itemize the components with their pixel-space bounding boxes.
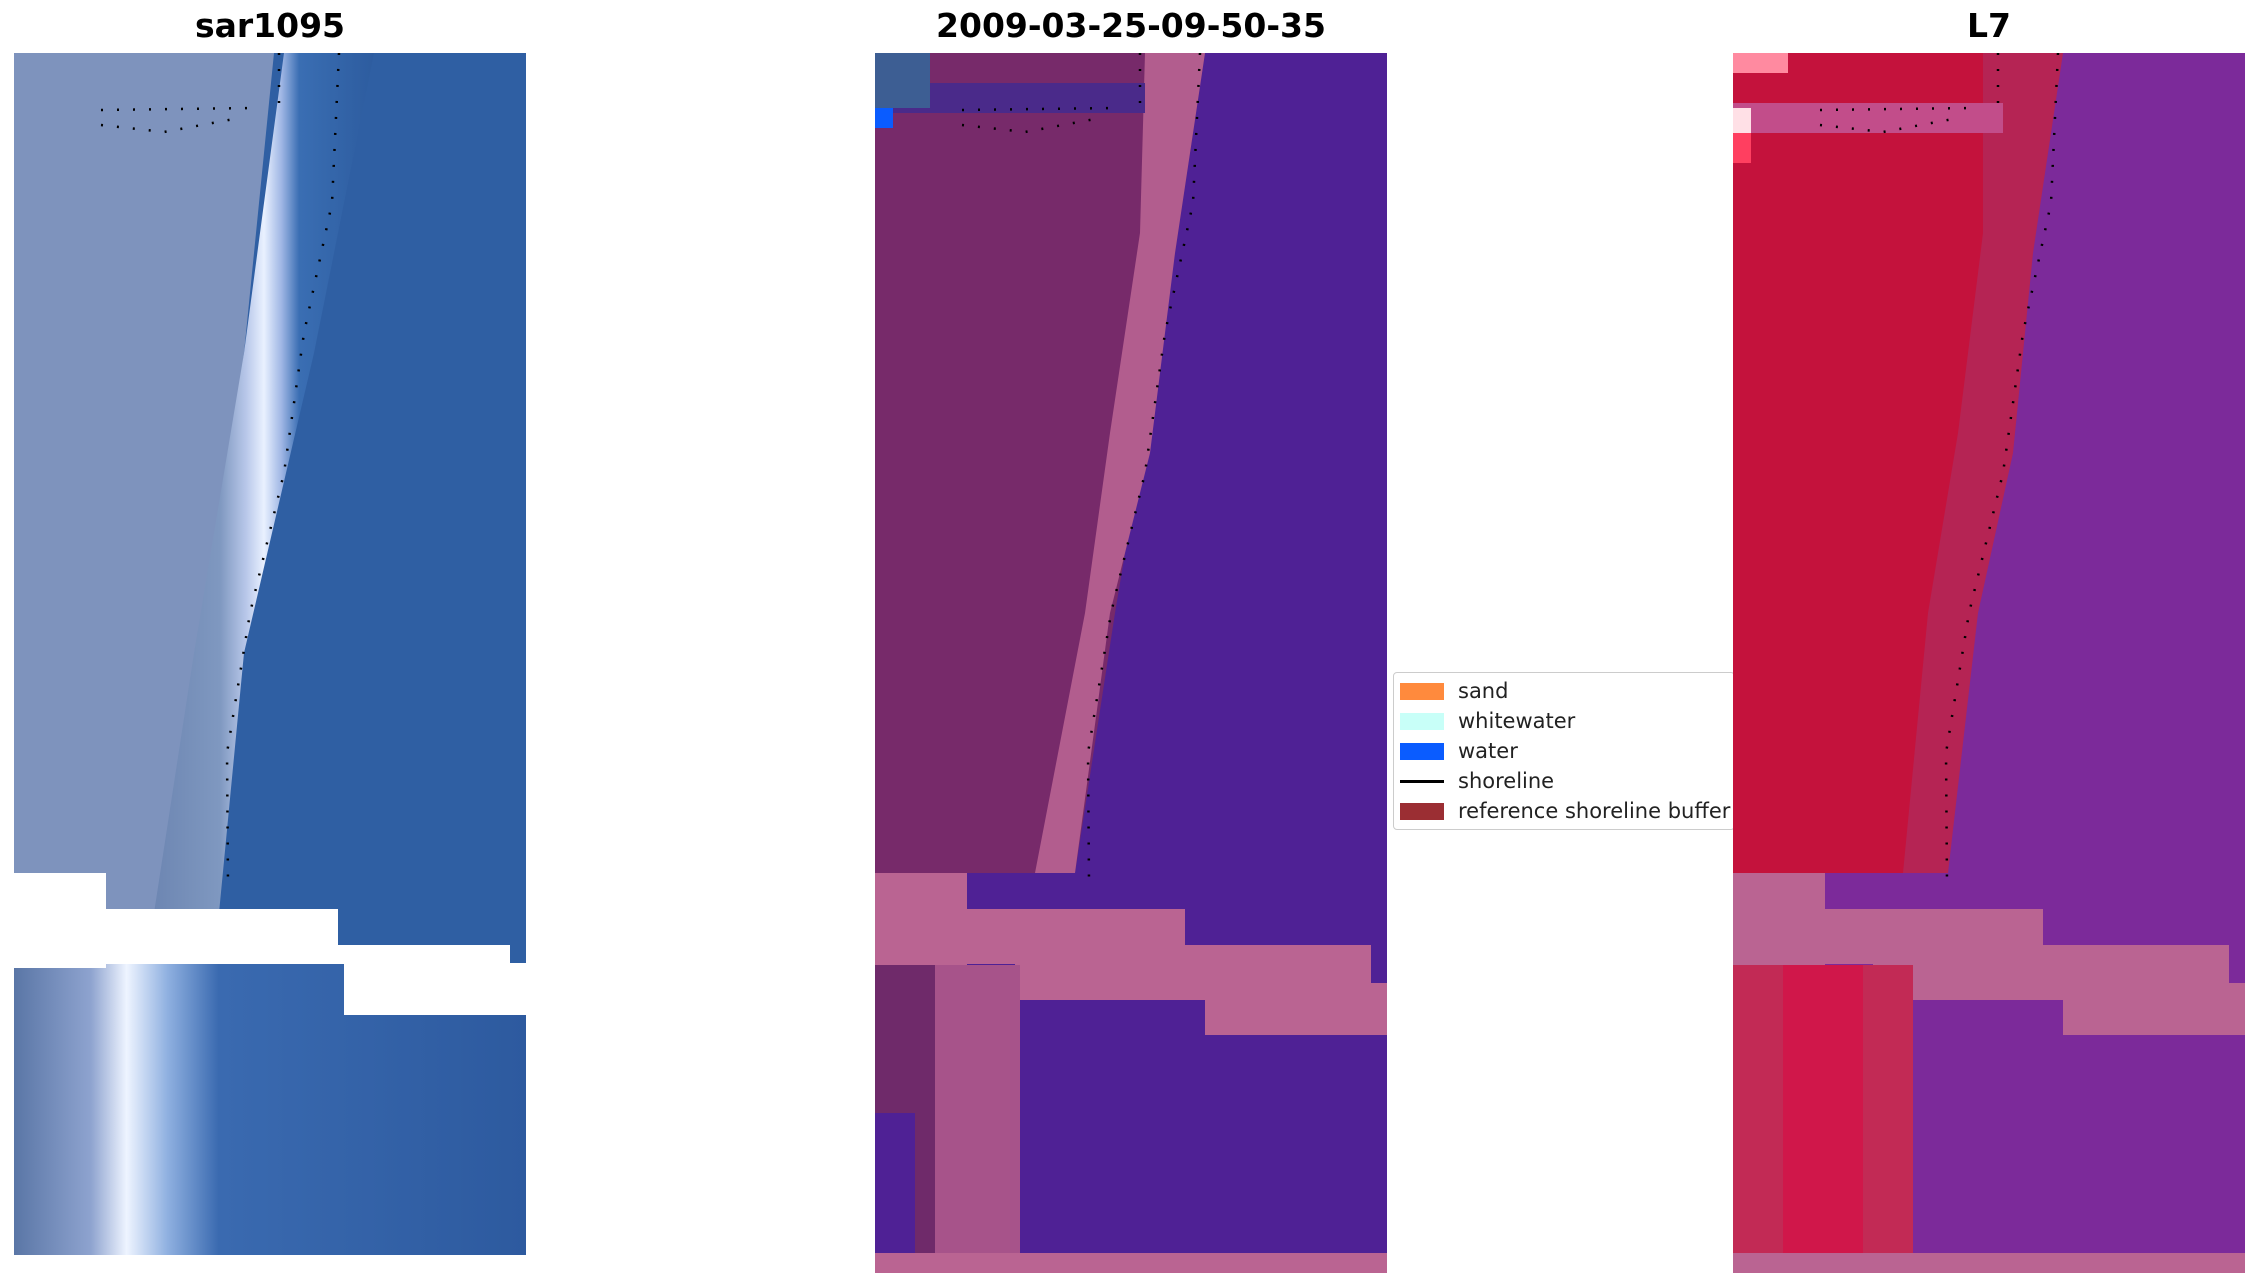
classified-buffer-band: [1035, 53, 1205, 873]
l7-image-panel: [1733, 53, 2245, 1273]
legend-item-sand: sand: [1400, 676, 1508, 706]
lower-band: [935, 965, 1020, 1253]
nodata-block-1: [14, 873, 106, 968]
buffer-rect-4: [1205, 983, 1387, 1035]
l7-lower-band: [1783, 965, 1863, 1253]
legend-label: shoreline: [1458, 769, 1555, 793]
l7-corner-3: [1733, 133, 1751, 163]
l7-buffer-4: [2063, 983, 2245, 1035]
legend-item-reference-buffer: reference shoreline buffer: [1400, 796, 1730, 826]
legend-label: whitewater: [1458, 709, 1576, 733]
rgb-surf-band: [154, 53, 374, 913]
legend-label: water: [1458, 739, 1518, 763]
panel-title-sar1095: sar1095: [194, 6, 346, 45]
water-pixel: [875, 108, 893, 128]
l7-top-strip: [1733, 103, 2003, 133]
panel-title-l7: L7: [1967, 6, 2011, 45]
legend-swatch-sand: [1400, 682, 1444, 700]
rgb-land: [14, 53, 274, 913]
rgb-image-panel: [14, 53, 526, 1255]
l7-land: [1733, 53, 2033, 873]
l7-corner-2: [1733, 108, 1751, 133]
l7-band: [1903, 53, 2063, 873]
bottom-buffer: [875, 1253, 1387, 1273]
panel-title-date: 2009-03-25-09-50-35: [936, 6, 1326, 45]
legend-line-shoreline: [1400, 779, 1444, 783]
corner-blue-1: [875, 53, 930, 108]
legend-label: reference shoreline buffer: [1458, 799, 1731, 823]
classified-land: [875, 53, 1205, 873]
nodata-block-3: [154, 945, 510, 964]
l7-bottom-buffer: [1733, 1253, 2245, 1273]
legend-item-water: water: [1400, 736, 1518, 766]
classified-image-panel: [875, 53, 1387, 1273]
legend-item-whitewater: whitewater: [1400, 706, 1575, 736]
legend-label: sand: [1458, 679, 1509, 703]
legend-item-shoreline: shoreline: [1400, 766, 1554, 796]
lower-water-left: [875, 1113, 915, 1253]
legend-swatch-whitewater: [1400, 712, 1444, 730]
legend-swatch-water: [1400, 742, 1444, 760]
l7-corner-1: [1733, 53, 1788, 73]
legend-swatch-buffer: [1400, 802, 1444, 820]
nodata-block-4: [344, 963, 526, 1015]
legend: sand whitewater water shoreline referenc…: [1393, 672, 1735, 830]
